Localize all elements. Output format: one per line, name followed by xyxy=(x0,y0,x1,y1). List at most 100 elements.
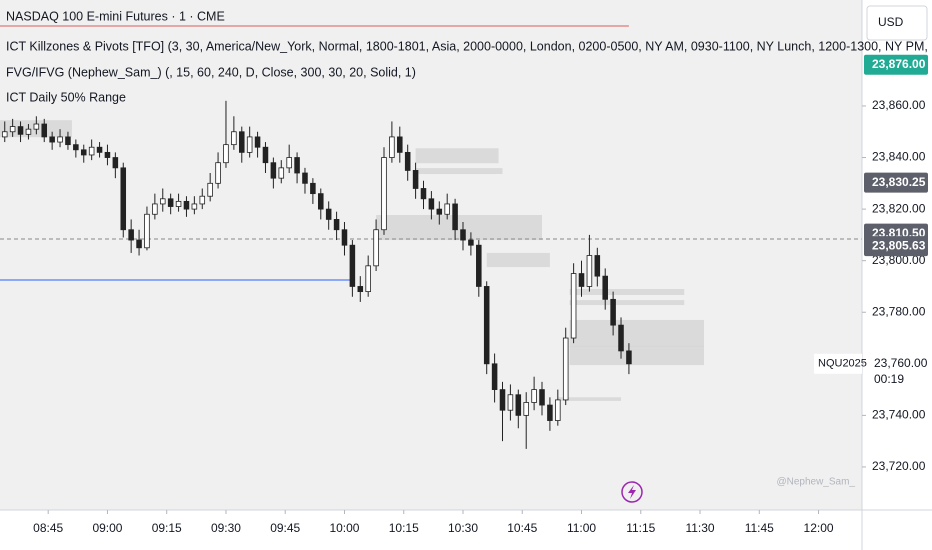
candle-body xyxy=(373,229,379,267)
candle-body xyxy=(262,146,269,164)
candle-body xyxy=(420,188,427,200)
price-badge-label: 23,830.25 xyxy=(872,175,926,189)
candle-body xyxy=(73,144,79,151)
candle-body xyxy=(491,363,498,390)
candle-body xyxy=(310,182,316,195)
candle-body xyxy=(365,265,371,293)
price-badge-label: 23,805.63 xyxy=(872,238,926,252)
x-tick-label: 09:00 xyxy=(92,521,122,535)
candle-body xyxy=(57,136,63,143)
candle-body xyxy=(80,149,87,156)
candle-body xyxy=(254,136,261,148)
candle-body xyxy=(562,337,569,401)
y-tick-label: 23,860.00 xyxy=(872,98,926,112)
fvg-zone xyxy=(557,397,622,401)
price-badge-label: 23,876.00 xyxy=(872,57,926,71)
event-icon[interactable] xyxy=(621,481,643,503)
candle-body xyxy=(412,170,419,189)
indicator: FVG/IFVG (Nephew_Sam_) (, 15, 60, 240, D… xyxy=(6,65,416,79)
candle-body xyxy=(302,172,308,184)
candle-body xyxy=(333,219,340,231)
candle-body xyxy=(460,229,466,241)
candle-body xyxy=(128,229,134,241)
x-tick-label: 11:30 xyxy=(685,521,714,535)
candle-body xyxy=(33,123,40,130)
candle-body xyxy=(175,200,182,207)
candle-body xyxy=(120,167,127,231)
x-tick-label: 09:45 xyxy=(270,521,300,535)
fvg-zone xyxy=(569,319,704,348)
candle-body xyxy=(555,399,561,421)
candle-body xyxy=(144,213,150,249)
x-tick-label: 12:00 xyxy=(804,521,834,535)
candle-body xyxy=(104,151,111,158)
candle-body xyxy=(586,255,593,287)
candle-body xyxy=(167,198,174,207)
candle-body xyxy=(626,350,632,365)
candle-body xyxy=(578,273,585,287)
fvg-zone xyxy=(486,252,550,268)
price-badge xyxy=(864,54,928,75)
candle-body xyxy=(436,208,443,215)
candle-body xyxy=(65,136,71,146)
candle-body xyxy=(239,131,245,153)
candle-body xyxy=(381,157,387,231)
candle-body xyxy=(318,193,324,210)
indicator: ICT Daily 50% Range xyxy=(6,90,126,104)
price-badge xyxy=(864,236,928,257)
fvg-zone xyxy=(569,345,704,366)
x-tick-label: 11:00 xyxy=(567,521,596,535)
candle-body xyxy=(294,157,300,174)
symbol-label: NQU2025 xyxy=(818,358,867,370)
candle-body xyxy=(357,286,364,293)
x-tick-label: 10:00 xyxy=(329,521,359,535)
x-tick-label: 08:45 xyxy=(33,521,63,535)
candle-body xyxy=(539,389,545,406)
candle-body xyxy=(325,208,332,220)
y-tick-label: 23,820.00 xyxy=(872,201,926,215)
last-price-box xyxy=(864,353,930,388)
y-tick-label: 23,800.00 xyxy=(872,253,926,267)
candle-body xyxy=(25,128,32,135)
candle-body xyxy=(9,126,16,133)
candle-body xyxy=(404,151,411,171)
event-icon-bolt xyxy=(628,485,636,499)
currency-button[interactable] xyxy=(866,5,928,41)
watermark: @Nephew_Sam_ xyxy=(776,477,855,488)
candle-body xyxy=(152,203,158,215)
currency-label: USD xyxy=(878,15,904,29)
candle-body xyxy=(452,203,458,231)
price-badge xyxy=(864,172,928,193)
candle-body xyxy=(610,298,616,326)
x-tick-label: 10:30 xyxy=(448,521,478,535)
candle-body xyxy=(507,394,514,411)
candle-body xyxy=(531,389,537,403)
x-tick-label: 09:15 xyxy=(152,521,182,535)
candle-body xyxy=(570,273,577,339)
x-tick-label: 10:15 xyxy=(389,521,419,535)
candle-body xyxy=(88,146,95,156)
fvg-zone xyxy=(415,168,503,175)
candle-body xyxy=(444,203,450,215)
y-tick-label: 23,740.00 xyxy=(872,408,926,422)
symbol-box xyxy=(814,353,862,374)
candle-body xyxy=(49,136,55,143)
last-price-label: 23,760.00 xyxy=(874,356,928,370)
candle-body xyxy=(270,162,277,179)
countdown: 00:19 xyxy=(874,372,904,386)
candle-body xyxy=(468,239,474,246)
candle-body xyxy=(278,167,285,179)
candle-body xyxy=(96,146,103,153)
candle-body xyxy=(389,136,395,158)
candle-body xyxy=(246,136,253,153)
candle-body xyxy=(547,404,553,421)
chart-title: NASDAQ 100 E-mini Futures · 1 · CME xyxy=(6,9,225,23)
y-tick-label: 23,840.00 xyxy=(872,150,926,164)
candle-body xyxy=(515,394,522,416)
x-tick-label: 11:15 xyxy=(626,521,655,535)
candle-body xyxy=(499,389,506,411)
candle-body xyxy=(183,200,190,210)
candle-body xyxy=(112,157,119,169)
candle-body xyxy=(136,239,142,249)
